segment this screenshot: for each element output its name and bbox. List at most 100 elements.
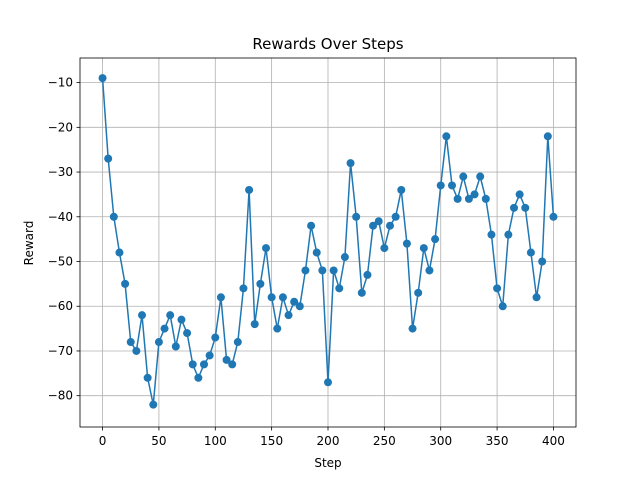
x-axis-label: Step <box>314 456 341 470</box>
data-point <box>386 221 394 230</box>
data-point <box>369 221 378 230</box>
data-point <box>307 221 316 230</box>
data-point <box>391 212 400 221</box>
data-point <box>335 284 344 293</box>
y-tick-label: −40 <box>48 210 73 224</box>
data-point <box>380 244 389 253</box>
x-tick-label: 100 <box>204 434 227 448</box>
data-point <box>363 270 372 279</box>
data-point <box>464 194 473 203</box>
data-point <box>267 293 276 302</box>
data-point <box>414 288 423 297</box>
data-point <box>504 230 513 239</box>
y-tick-label: −20 <box>48 120 73 134</box>
data-point <box>397 185 406 194</box>
data-point <box>312 248 321 257</box>
data-point <box>245 185 254 194</box>
y-tick-label: −30 <box>48 165 73 179</box>
data-point <box>216 293 225 302</box>
data-point <box>200 360 208 369</box>
y-tick-label: −50 <box>48 255 73 269</box>
data-point <box>352 212 361 221</box>
data-point <box>374 217 383 226</box>
data-point <box>476 172 485 181</box>
x-tick-label: 50 <box>151 434 166 448</box>
x-tick-label: 350 <box>486 434 509 448</box>
data-point <box>132 346 141 355</box>
data-point <box>340 253 349 262</box>
data-point <box>228 360 237 369</box>
data-point <box>166 311 175 320</box>
data-point <box>109 212 118 221</box>
data-point <box>273 324 282 333</box>
data-point <box>239 284 248 293</box>
data-point <box>521 203 530 212</box>
y-tick-label: −60 <box>48 299 73 313</box>
data-point <box>453 194 462 203</box>
data-point <box>301 266 310 275</box>
data-point <box>470 190 479 199</box>
series-layer <box>98 74 558 409</box>
x-tick-label: 200 <box>317 434 340 448</box>
chart-title: Rewards Over Steps <box>252 35 403 53</box>
y-axis-label: Reward <box>22 221 36 266</box>
data-point <box>250 320 259 329</box>
data-point <box>526 248 535 257</box>
data-point <box>324 378 332 387</box>
data-point <box>549 212 558 221</box>
x-axis: 0 50 100 150 200 250 300 350 400 <box>99 427 565 448</box>
x-tick-label: 300 <box>429 434 452 448</box>
data-point <box>538 257 547 266</box>
data-point <box>425 266 434 275</box>
data-point <box>126 338 135 347</box>
data-point <box>98 74 107 83</box>
y-tick-label: −80 <box>48 389 73 403</box>
x-tick-label: 0 <box>99 434 107 448</box>
data-point <box>205 351 214 360</box>
data-point <box>154 338 163 347</box>
data-point <box>481 194 490 203</box>
data-point <box>402 239 411 248</box>
data-point <box>284 311 293 320</box>
data-point <box>262 244 270 253</box>
data-point <box>498 302 507 311</box>
data-point <box>442 132 451 141</box>
data-point <box>493 284 502 293</box>
x-tick-label: 150 <box>260 434 283 448</box>
data-point <box>183 329 192 338</box>
data-point <box>357 288 366 297</box>
data-point <box>211 333 220 342</box>
data-point <box>295 302 304 311</box>
data-point <box>487 230 496 239</box>
data-point <box>177 315 186 324</box>
data-point <box>448 181 456 190</box>
y-axis: −80 −70 −60 −50 −40 −30 −20 −10 <box>48 76 80 403</box>
data-point <box>543 132 552 141</box>
data-point <box>138 311 146 320</box>
data-point <box>222 355 231 364</box>
data-point <box>532 293 541 302</box>
data-point <box>431 235 440 244</box>
data-point <box>408 324 417 333</box>
data-point <box>256 279 265 288</box>
data-point <box>459 172 468 181</box>
data-point <box>194 373 203 382</box>
x-tick-label: 400 <box>542 434 565 448</box>
data-point <box>515 190 524 199</box>
x-tick-label: 250 <box>373 434 396 448</box>
data-point <box>278 293 287 302</box>
data-point <box>419 244 428 253</box>
data-point <box>121 279 130 288</box>
data-point <box>143 373 152 382</box>
data-point <box>233 338 242 347</box>
data-point <box>346 159 355 168</box>
grid <box>80 58 576 427</box>
data-point <box>149 400 158 409</box>
data-point <box>318 266 327 275</box>
data-point <box>290 297 299 306</box>
data-point <box>188 360 197 369</box>
data-point <box>171 342 180 351</box>
data-point <box>510 203 518 212</box>
data-point <box>329 266 338 275</box>
